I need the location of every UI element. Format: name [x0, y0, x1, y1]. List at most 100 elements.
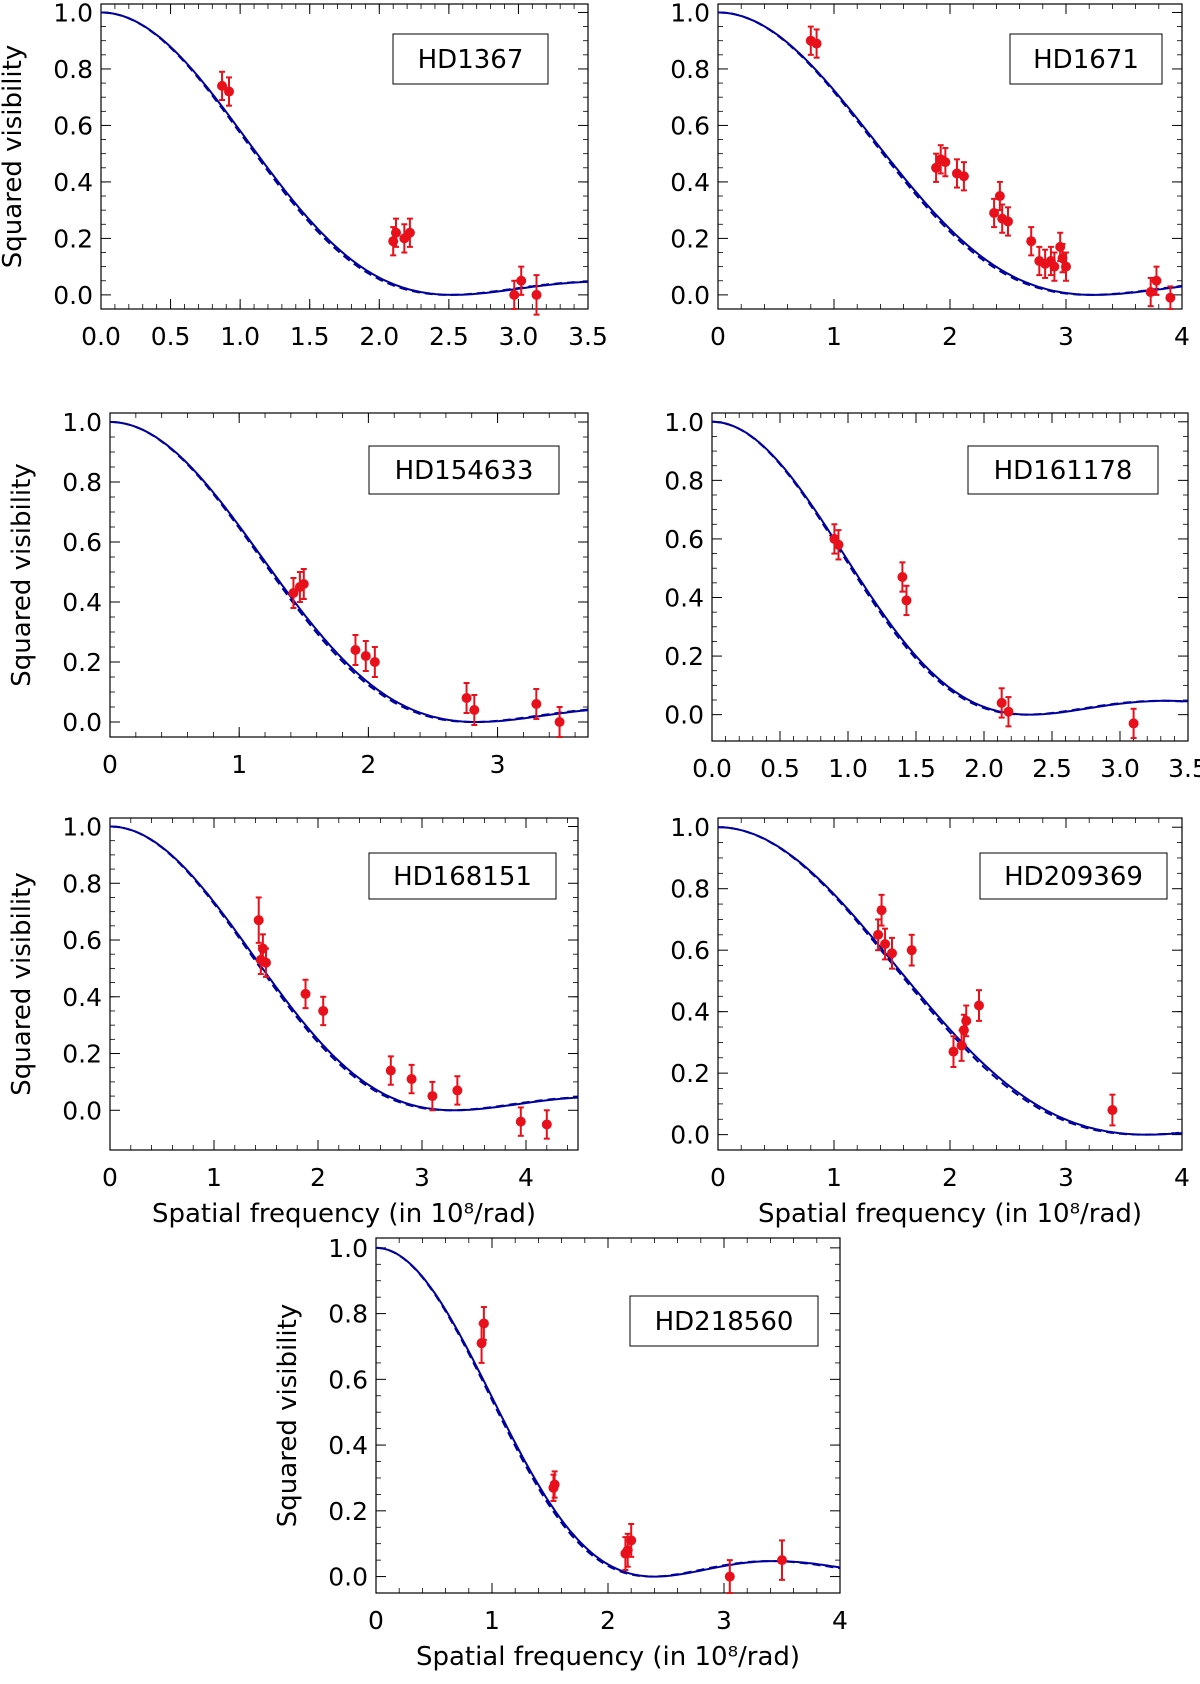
panel-hd161178: 0.0 0.5 1.0 1.5 2.0 2.5 3.0 3.5 0.0 0.2 0.4 0.6 0.8 1… — [664, 408, 1200, 783]
data-point — [833, 539, 844, 550]
data-point — [1026, 236, 1037, 247]
data-point — [626, 1535, 637, 1546]
x-tick-label: 0.5 — [151, 322, 191, 351]
y-tick-label: 0.4 — [53, 168, 93, 197]
y-tick-label: 1.0 — [664, 408, 704, 437]
data-point — [940, 157, 951, 168]
x-tick-label: 1 — [231, 750, 247, 779]
y-tick-label: 0.2 — [62, 648, 102, 677]
data-point — [1151, 275, 1162, 286]
x-tick-label: 3.0 — [1100, 754, 1140, 783]
data-point — [876, 905, 887, 916]
y-tick-label: 0.0 — [62, 1096, 102, 1125]
x-tick-label: 3 — [716, 1606, 732, 1635]
x-tick-label: 3 — [1058, 1163, 1074, 1192]
data-point — [1003, 706, 1014, 717]
data-point — [1165, 292, 1176, 303]
y-tick-label: 0.2 — [664, 642, 704, 671]
data-point — [516, 275, 527, 286]
x-tick-label: 2 — [942, 322, 958, 351]
y-tick-label: 0.2 — [328, 1497, 368, 1526]
data-point — [261, 957, 271, 968]
x-axis-label: Spatial frequency (in 10⁸/rad) — [758, 1199, 1142, 1229]
plot-frame — [109, 817, 579, 1151]
star-label-box — [629, 1295, 819, 1347]
data-point — [253, 915, 264, 926]
data-point — [1128, 718, 1139, 729]
model-curve — [110, 825, 579, 1112]
y-tick-label: 0.6 — [62, 926, 102, 955]
x-tick-label: 3 — [414, 1163, 430, 1192]
data-point — [811, 38, 822, 49]
data-point — [880, 939, 891, 950]
x-tick-label: 4 — [518, 1163, 534, 1192]
data-point — [1145, 287, 1156, 298]
y-tick-label: 0.0 — [670, 1121, 710, 1150]
model-curve — [718, 11, 1183, 296]
plot-frame — [100, 3, 589, 310]
x-tick-label: 0.0 — [692, 754, 732, 783]
y-tick-label: 0.8 — [62, 869, 102, 898]
y-tick-label: 0.4 — [670, 168, 710, 197]
y-tick-label: 0.0 — [670, 281, 710, 310]
x-tick-label: 1 — [206, 1163, 222, 1192]
data-point — [958, 1025, 969, 1036]
y-tick-label: 0.0 — [664, 701, 704, 730]
y-tick-label: 0.0 — [328, 1563, 368, 1592]
x-tick-label: 0 — [368, 1606, 384, 1635]
y-tick-label: 0.6 — [328, 1365, 368, 1394]
data-point — [887, 948, 897, 959]
x-tick-label: 1.0 — [828, 754, 868, 783]
star-label-box — [392, 33, 549, 85]
data-point — [873, 929, 884, 940]
star-label: HD154633 — [395, 456, 534, 486]
star-label-box — [979, 852, 1168, 900]
data-point — [515, 1116, 526, 1127]
y-axis-label: Squared visibility — [273, 1304, 303, 1527]
x-axis-label: Spatial frequency (in 10⁸/rad) — [152, 1199, 536, 1229]
y-tick-label: 1.0 — [328, 1234, 368, 1263]
model-curve-dashed — [712, 420, 1189, 716]
data-point — [461, 693, 472, 703]
y-tick-label: 0.8 — [328, 1300, 368, 1329]
y-tick-label: 0.8 — [670, 55, 710, 84]
data-point — [996, 697, 1007, 708]
data-point — [906, 945, 917, 956]
data-point — [390, 227, 401, 238]
x-tick-label: 2.0 — [359, 322, 399, 351]
x-tick-label: 2 — [600, 1606, 616, 1635]
x-tick-label: 2 — [360, 750, 376, 779]
y-tick-label: 1.0 — [670, 0, 710, 27]
y-tick-label: 0.6 — [664, 525, 704, 554]
panel-hd1671: 0 1 2 3 4 0.0 0.2 0.4 0.6 0.8 1.0 HD1671 — [670, 0, 1190, 351]
data-point — [288, 588, 299, 598]
y-tick-label: 0.4 — [664, 584, 704, 613]
x-tick-label: 3.5 — [1168, 754, 1200, 783]
star-label-box — [368, 445, 560, 495]
data-point — [958, 171, 969, 182]
y-tick-label: 0.2 — [62, 1040, 102, 1069]
y-tick-label: 0.0 — [53, 281, 93, 310]
y-tick-label: 0.6 — [670, 936, 710, 965]
x-tick-label: 1 — [826, 322, 842, 351]
y-tick-label: 1.0 — [670, 813, 710, 842]
x-tick-label: 2.0 — [964, 754, 1004, 783]
model-curve — [101, 11, 588, 296]
data-point — [897, 572, 908, 582]
data-point — [452, 1085, 463, 1096]
data-point — [994, 191, 1005, 202]
x-tick-label: 0.0 — [81, 322, 121, 351]
model-curve — [376, 1246, 841, 1578]
y-tick-label: 0.8 — [62, 468, 102, 497]
x-tick-label: 2 — [310, 1163, 326, 1192]
star-label-box — [1009, 33, 1163, 85]
panel-hd209369: 0 1 2 3 4 0.0 0.2 0.4 0.6 0.8 1.0 Spatial frequency… — [670, 813, 1190, 1229]
data-point — [1107, 1105, 1118, 1116]
data-point — [224, 86, 235, 97]
x-tick-label: 1.0 — [220, 322, 260, 351]
data-point — [1003, 216, 1013, 227]
y-tick-label: 0.8 — [53, 55, 93, 84]
data-point — [385, 1065, 396, 1076]
x-tick-label: 3.5 — [568, 322, 608, 351]
